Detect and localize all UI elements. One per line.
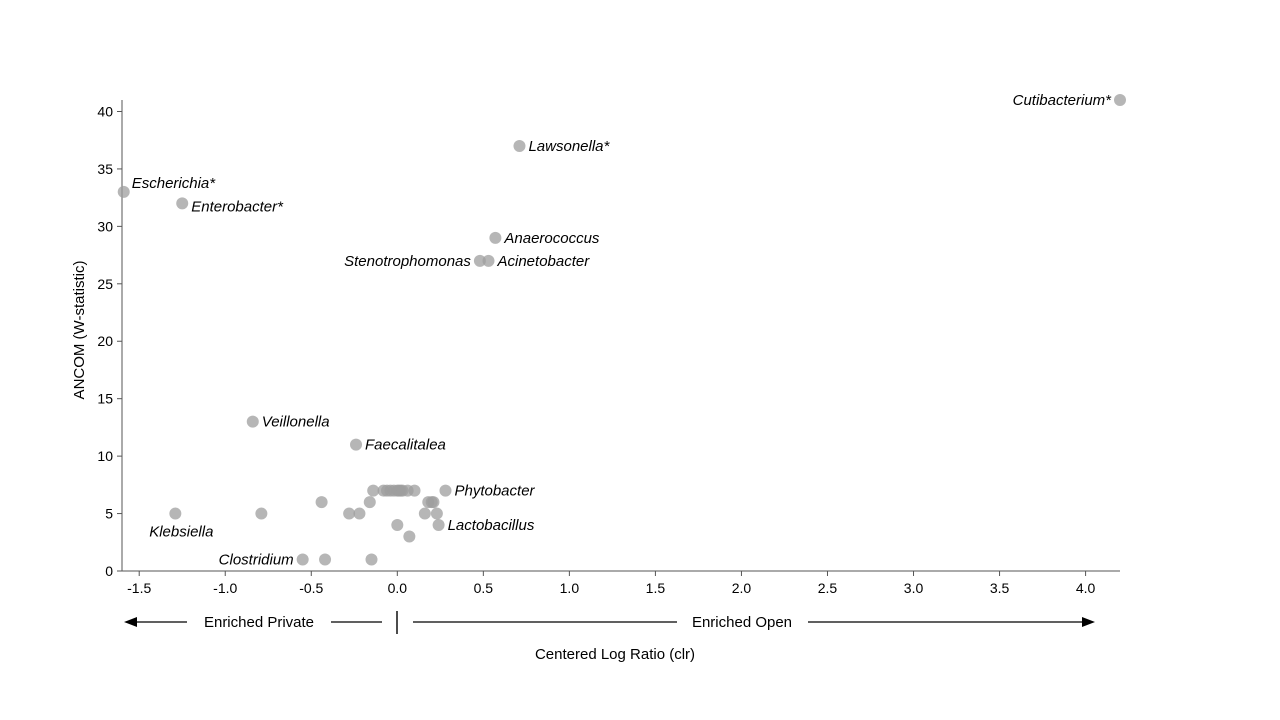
direction-indicator: Enriched Private Enriched Open xyxy=(124,611,1095,634)
x-tick-label: -1.0 xyxy=(213,580,237,596)
y-axis-ticks: 0 5 10 15 20 25 30 35 40 xyxy=(97,103,122,579)
y-tick-label: 15 xyxy=(97,391,113,407)
data-point xyxy=(418,507,431,520)
data-point xyxy=(350,438,363,451)
data-point xyxy=(353,507,366,520)
data-point xyxy=(403,530,416,543)
y-axis-title: ANCOM (W-statistic) xyxy=(71,261,88,400)
data-point xyxy=(430,507,443,520)
point-label: Clostridium xyxy=(219,552,294,569)
data-point xyxy=(176,197,189,210)
private-arrowhead xyxy=(124,617,137,627)
x-axis-title: Centered Log Ratio (clr) xyxy=(535,646,695,663)
x-tick-label: -1.5 xyxy=(127,580,151,596)
data-point xyxy=(473,254,486,267)
data-point xyxy=(367,484,380,497)
data-point xyxy=(408,484,421,497)
point-label: Stenotrophomonas xyxy=(344,253,471,270)
y-tick-label: 35 xyxy=(97,161,113,177)
data-point xyxy=(513,139,526,152)
enriched-private-label: Enriched Private xyxy=(204,614,314,631)
y-tick-label: 25 xyxy=(97,276,113,292)
point-label: Faecalitalea xyxy=(365,437,446,454)
point-label: Phytobacter xyxy=(454,483,535,500)
x-tick-label: 4.0 xyxy=(1076,580,1096,596)
data-point xyxy=(255,507,268,520)
point-label: Lactobacillus xyxy=(448,517,535,534)
data-point xyxy=(169,507,182,520)
data-point xyxy=(489,231,502,244)
data-point xyxy=(363,496,376,509)
data-point xyxy=(246,415,259,428)
open-arrowhead xyxy=(1082,617,1095,627)
data-point xyxy=(365,553,378,566)
data-point xyxy=(432,519,445,532)
data-point xyxy=(343,507,356,520)
data-point xyxy=(391,519,404,532)
point-label: Cutibacterium* xyxy=(1013,92,1113,109)
data-point xyxy=(296,553,309,566)
point-label: Lawsonella* xyxy=(528,138,610,155)
x-tick-label: 0.0 xyxy=(388,580,408,596)
enriched-open-label: Enriched Open xyxy=(692,614,792,631)
y-tick-label: 30 xyxy=(97,218,113,234)
scatter-points xyxy=(117,94,1126,566)
point-labels: Cutibacterium* Lawsonella* Escherichia* Ent… xyxy=(132,92,1112,569)
x-tick-label: 2.0 xyxy=(732,580,752,596)
x-tick-label: -0.5 xyxy=(299,580,323,596)
data-point xyxy=(117,185,130,198)
data-point xyxy=(315,496,328,509)
point-label: Acinetobacter xyxy=(497,253,591,270)
x-tick-label: 0.5 xyxy=(474,580,494,596)
point-label: Veillonella xyxy=(262,414,330,431)
y-tick-label: 0 xyxy=(105,563,113,579)
y-tick-label: 5 xyxy=(105,506,113,522)
point-label: Enterobacter* xyxy=(191,198,284,215)
data-point xyxy=(319,553,332,566)
x-tick-label: 2.5 xyxy=(818,580,838,596)
point-label: Escherichia* xyxy=(132,175,217,192)
y-tick-label: 40 xyxy=(97,103,113,119)
x-tick-label: 3.0 xyxy=(904,580,924,596)
data-point xyxy=(427,496,440,509)
x-tick-label: 1.0 xyxy=(560,580,580,596)
point-label: Klebsiella xyxy=(149,524,213,541)
point-label: Anaerococcus xyxy=(503,230,600,247)
y-tick-label: 20 xyxy=(97,333,113,349)
y-tick-label: 10 xyxy=(97,448,113,464)
data-point xyxy=(1114,94,1126,106)
axes: 0 5 10 15 20 25 30 35 40 -1.5 -1.0 -0.5 0.0 0.5 1.0 1.… xyxy=(97,100,1120,596)
data-point xyxy=(439,484,452,497)
x-axis-ticks: -1.5 -1.0 -0.5 0.0 0.5 1.0 1.5 2.0 2.5 3.0 3.5 4.0 xyxy=(127,571,1096,596)
x-tick-label: 1.5 xyxy=(646,580,666,596)
x-tick-label: 3.5 xyxy=(990,580,1010,596)
data-point xyxy=(482,254,495,267)
